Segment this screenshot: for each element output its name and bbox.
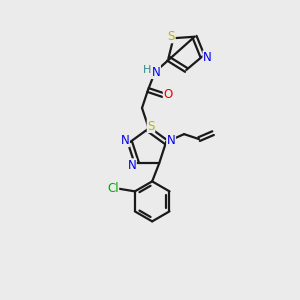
Text: N: N [203,51,212,64]
Text: N: N [152,65,160,79]
Text: O: O [164,88,172,101]
Text: S: S [147,119,155,133]
Text: Cl: Cl [107,182,119,195]
Text: S: S [168,30,175,43]
Text: N: N [121,134,129,147]
Text: H: H [143,65,151,75]
Text: N: N [128,159,136,172]
Text: N: N [167,134,176,147]
